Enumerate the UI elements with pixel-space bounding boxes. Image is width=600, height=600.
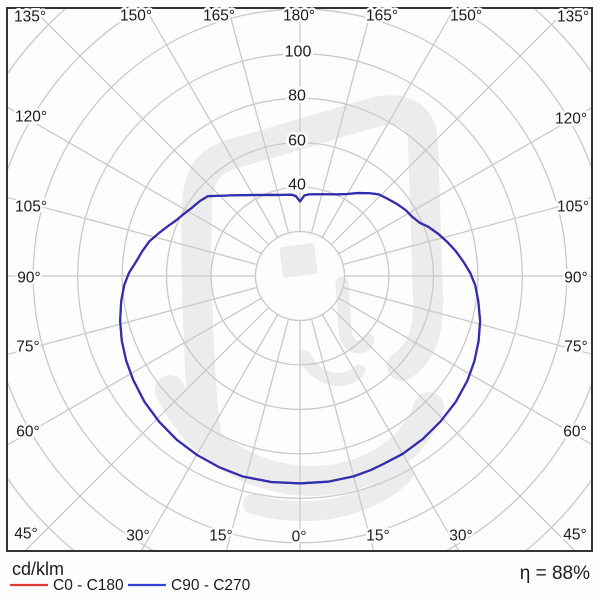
- angle-label: 150°: [450, 8, 482, 25]
- radial-label: 60: [288, 133, 306, 150]
- grid-spoke-255: [7, 196, 258, 266]
- angle-label: 165°: [366, 8, 398, 25]
- radial-label: 80: [288, 88, 306, 105]
- grid-spoke-210: [144, 8, 279, 238]
- grid-spoke-165: [310, 8, 373, 234]
- grid-spoke-135: [330, 8, 569, 246]
- legend-label-c90-c270: C90 - C270: [171, 577, 251, 594]
- grid-spoke-345: [225, 318, 290, 551]
- angle-label: 135°: [557, 9, 589, 26]
- angle-label: 75°: [16, 339, 39, 356]
- angle-label: 15°: [209, 528, 232, 545]
- angle-label: 45°: [14, 526, 37, 543]
- angle-label: 30°: [449, 528, 472, 545]
- angle-label: 30°: [126, 528, 149, 545]
- plot-border: [6, 7, 593, 552]
- angle-label: 120°: [15, 109, 47, 126]
- angle-label: 105°: [557, 199, 589, 216]
- grid-spoke-15: [310, 318, 375, 551]
- grid-spoke-225: [31, 8, 270, 246]
- grid-spoke-330: [140, 314, 279, 551]
- angle-label: 75°: [564, 339, 587, 356]
- grid-spoke-105: [342, 197, 592, 266]
- radial-label: 100: [285, 44, 312, 61]
- angle-label: 45°: [563, 527, 586, 544]
- curve-c90-c270: [119, 191, 482, 485]
- legend-units-label: cd/klm: [12, 559, 64, 579]
- angle-label: 180°: [283, 8, 315, 25]
- angle-label: 90°: [564, 270, 587, 287]
- grid-spoke-30: [321, 314, 460, 551]
- grid-spoke-60: [338, 297, 592, 446]
- angle-label: 120°: [555, 111, 587, 128]
- grid-spoke-300: [7, 297, 262, 446]
- angle-label: 90°: [17, 270, 40, 287]
- grid-spoke-120: [338, 106, 592, 255]
- grid-spoke-315: [24, 306, 270, 551]
- angle-label: 165°: [203, 8, 235, 25]
- radial-label: 40: [288, 177, 306, 194]
- grid-spoke-285: [7, 286, 258, 356]
- grid-spoke-195: [227, 8, 290, 234]
- angle-tick-labels: 135° 150° 165° 180° 165° 150° 135° 120° 105° 90° 7…: [11, 5, 591, 548]
- grid-spoke-150: [321, 8, 456, 238]
- grid-spoke-240: [7, 106, 262, 255]
- efficiency-label: η = 88%: [520, 563, 590, 584]
- angle-label: 135°: [14, 9, 46, 26]
- angle-label: 105°: [15, 199, 47, 216]
- legend: cd/klm C0 - C180 C90 - C270 η = 88%: [10, 559, 590, 594]
- intensity-curves: [119, 191, 482, 485]
- legend-label-c0-c180: C0 - C180: [53, 577, 124, 594]
- grid-spoke-75: [342, 286, 592, 355]
- grid-spoke-45: [330, 306, 576, 551]
- angle-label: 60°: [16, 424, 39, 441]
- radial-tick-labels: 40 60 80 100: [282, 41, 315, 197]
- angle-label: 150°: [120, 8, 152, 25]
- angle-label: 15°: [366, 528, 389, 545]
- angle-label: 60°: [563, 424, 586, 441]
- angle-label: 0°: [292, 529, 307, 546]
